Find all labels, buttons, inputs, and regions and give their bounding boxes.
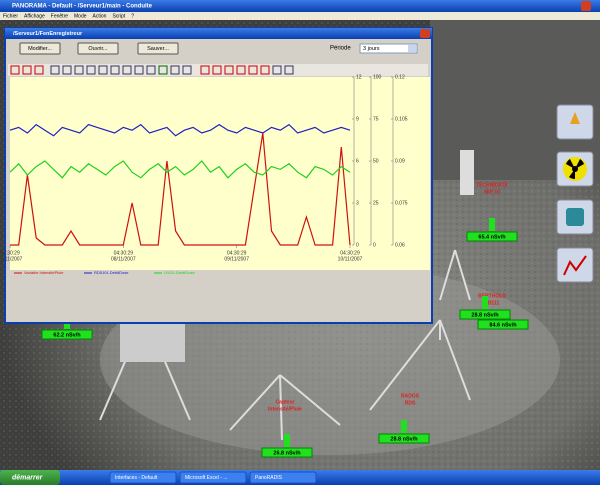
sensor-name: MIP 10 — [484, 189, 500, 195]
close-button[interactable] — [581, 1, 591, 11]
indicator — [489, 218, 495, 231]
reading: 26.8 nSv/h — [273, 450, 301, 456]
legend-label: Variable.IntensitéPluie — [24, 270, 64, 275]
menu-item[interactable]: ? — [131, 13, 134, 19]
task-label: Interfaces - Default — [115, 475, 158, 481]
button-label: Modifier... — [28, 46, 52, 52]
screen: TECHNIDATAMIP 1065.4 nSv/hBERTHOLDLB1112… — [0, 0, 600, 485]
reading: 28.8 nSv/h — [390, 436, 418, 442]
task-label: PanoRADIS — [255, 475, 283, 481]
menu-item[interactable]: Affichage — [24, 13, 45, 19]
sensor-name: Capteur — [276, 399, 295, 405]
y-tick-label: 0 — [356, 242, 359, 248]
menubar — [0, 12, 600, 20]
period-value: 3 jours — [363, 46, 380, 52]
xaxis-area — [10, 245, 430, 270]
reading: 84.6 nSv/h — [489, 322, 517, 328]
legend-label: RD5101.DebitDose — [94, 270, 129, 275]
legend-label: LB111.DebitDose — [164, 270, 196, 275]
reading: 28.8 nSv/h — [471, 312, 499, 318]
indicator — [482, 296, 488, 309]
y-tick-label: 50 — [373, 158, 379, 164]
page: TECHNIDATAMIP 1065.4 nSv/hBERTHOLDLB1112… — [0, 0, 600, 485]
instrument-box — [120, 322, 185, 362]
indicator — [401, 420, 407, 433]
x-tick-date: 07/11/2007 — [0, 256, 23, 262]
y-tick-label: 6 — [356, 158, 359, 164]
x-tick-date: 10/11/2007 — [338, 256, 363, 262]
start-label: démarrer — [12, 474, 44, 481]
indicator — [284, 434, 290, 447]
menu-item[interactable]: Mode — [74, 13, 87, 19]
window-title: /Serveur1/FenEnregistreur — [13, 31, 83, 37]
reading: 65.4 nSv/h — [478, 234, 506, 240]
instrument — [460, 150, 474, 195]
y-tick-label: 0.09 — [395, 158, 405, 164]
x-tick-date: 09/11/2007 — [224, 256, 249, 262]
button-label: Ouvrir... — [88, 46, 108, 52]
sensor-name: RADOS — [401, 393, 420, 399]
y-tick-label: 100 — [373, 74, 382, 80]
y-tick-label: 0.075 — [395, 200, 408, 206]
menu-item[interactable]: Fenêtre — [51, 13, 68, 19]
window-close[interactable] — [420, 29, 430, 38]
menu-item[interactable]: Script — [112, 13, 125, 19]
y-tick-label: 0 — [373, 242, 376, 248]
button-label: Sauver... — [147, 46, 169, 52]
axis-area — [350, 77, 430, 245]
y-tick-label: 12 — [356, 74, 362, 80]
menu-item[interactable]: Fichier — [3, 13, 18, 19]
x-tick-date: 08/11/2007 — [111, 256, 136, 262]
sensor-name: RDS — [405, 400, 416, 406]
sensor-name: TECHNIDATA — [476, 182, 508, 188]
y-tick-label: 75 — [373, 116, 379, 122]
y-tick-label: 9 — [356, 116, 359, 122]
app-title: PANORAMA - Default - /Serveur1/main - Co… — [12, 4, 153, 10]
task-label: Microsoft Excel - ... — [185, 475, 228, 481]
y-tick-label: 3 — [356, 200, 359, 206]
plot-area — [10, 77, 350, 245]
y-tick-label: 25 — [373, 200, 379, 206]
select-arrow[interactable] — [408, 45, 416, 52]
menu-item[interactable]: Action — [93, 13, 107, 19]
reading: 62.2 nSv/h — [53, 332, 81, 338]
y-tick-label: 0.12 — [395, 74, 405, 80]
sensor-name: Intensité/Pluie — [268, 406, 302, 412]
y-tick-label: 0.06 — [395, 242, 405, 248]
y-tick-label: 0.105 — [395, 116, 408, 122]
period-label: Période — [330, 46, 351, 52]
